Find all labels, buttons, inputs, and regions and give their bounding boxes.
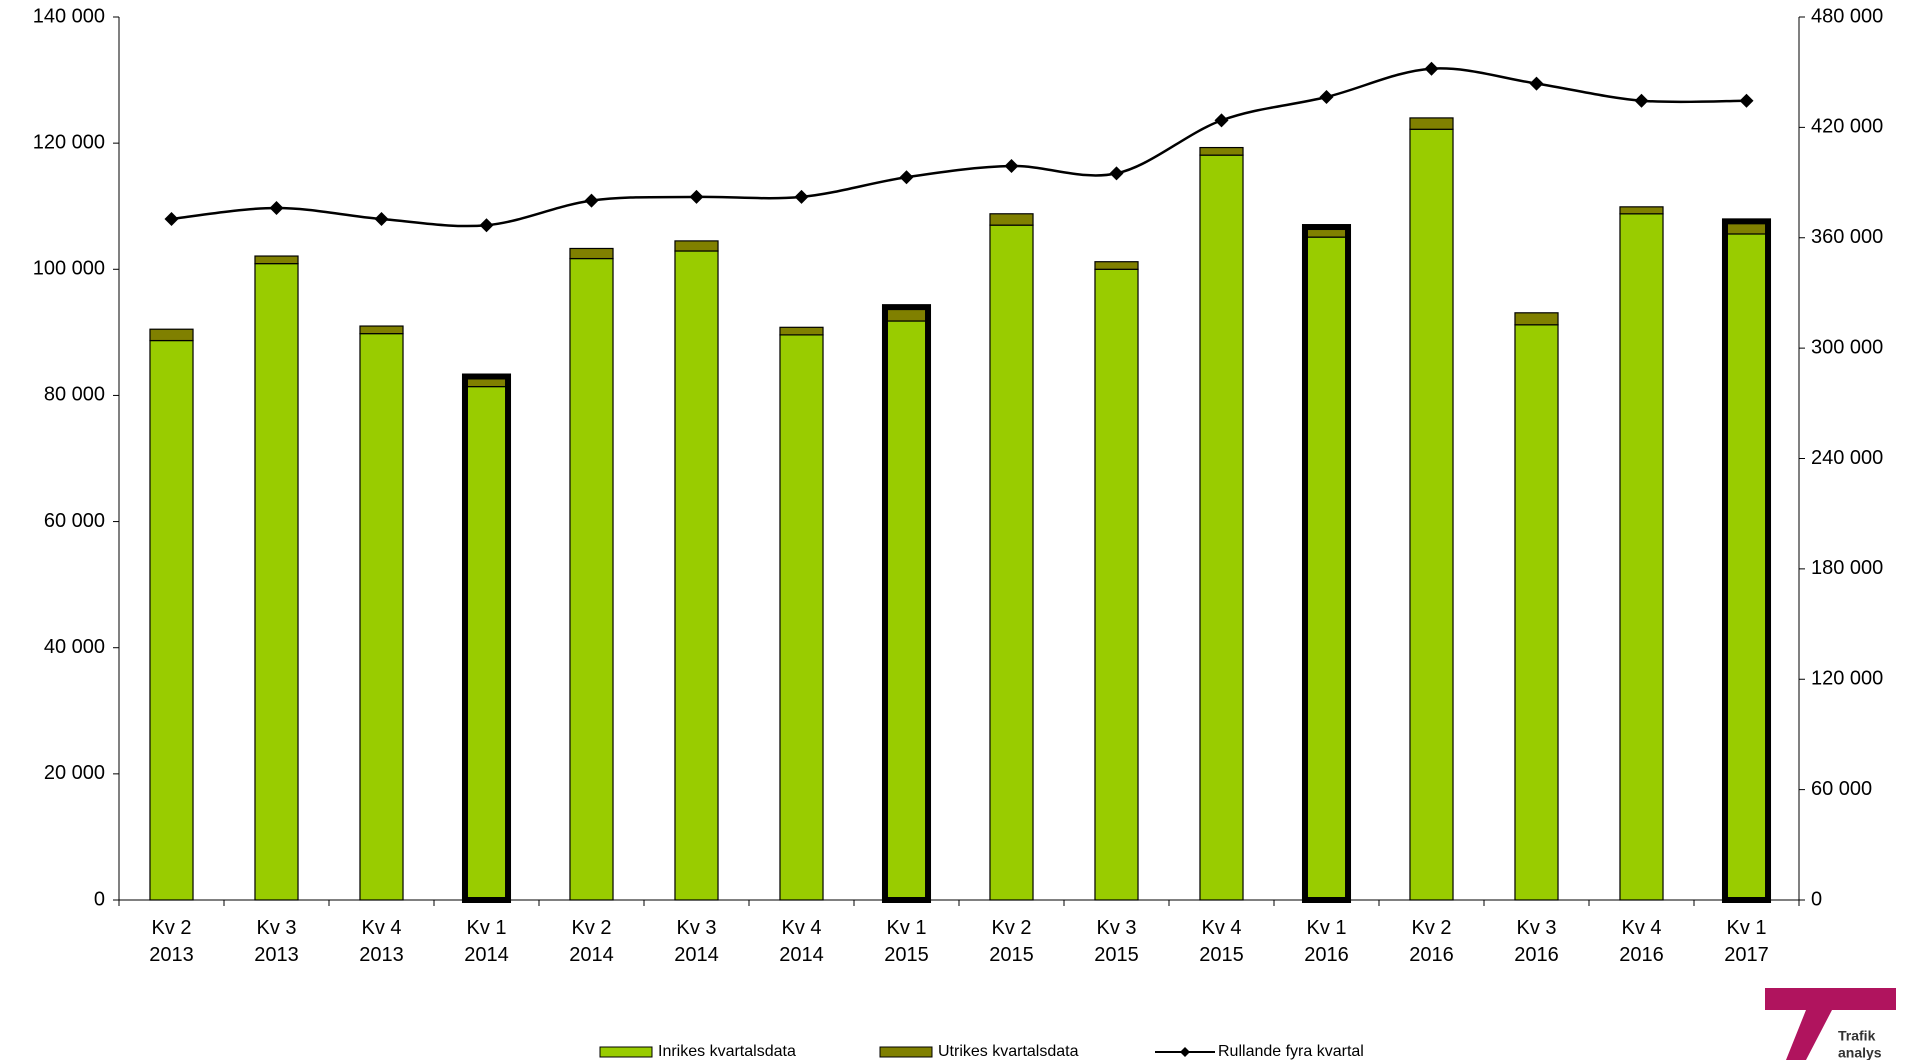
line-marker [164,211,179,226]
bar [359,325,404,335]
y2-tick-label: 0 [1811,888,1822,910]
bar [674,250,719,901]
x-tick-label: Kv 1 2015 [884,917,929,966]
y2-tick-label: 420 000 [1811,116,1883,138]
bar [989,213,1034,226]
logo-text: Trafik [1838,1028,1876,1044]
bar [674,240,719,252]
y2-tick-label: 300 000 [1811,336,1883,358]
x-tick-label: Kv 2 2015 [989,917,1034,966]
bar-highlight [461,373,512,903]
y2-tick-label: 180 000 [1811,557,1883,579]
x-tick-label: Kv 4 2015 [1199,917,1244,966]
x-tick-label: Kv 3 2015 [1094,917,1139,966]
bar [1199,146,1244,156]
line-marker [1214,113,1229,128]
bar [1094,268,1139,901]
legend-label: Rullande fyra kvartal [1218,1043,1364,1060]
y-tick-label: 0 [94,888,105,910]
line-marker [479,218,494,233]
bar [1619,213,1664,901]
line-marker [794,189,809,204]
legend-swatch [599,1046,653,1058]
bar-highlight [1301,224,1352,904]
bar [779,334,824,901]
line-marker [584,193,599,208]
line-marker [1424,61,1439,76]
x-tick-label: Kv 4 2014 [779,917,824,966]
bar [1094,261,1139,270]
bar [779,326,824,336]
legend-swatch [1180,1047,1190,1057]
x-tick-label: Kv 4 2013 [359,917,404,966]
logo-shape [1765,988,1896,1060]
bar [149,328,194,342]
legend-label: Utrikes kvartalsdata [938,1043,1079,1060]
y-tick-label: 100 000 [33,258,105,280]
bar [1619,206,1664,215]
x-tick-label: Kv 4 2016 [1619,917,1664,966]
bar [1409,117,1454,130]
bar-highlight [881,304,932,903]
x-tick-label: Kv 1 2014 [464,917,509,966]
bar [359,333,404,901]
line-marker [899,170,914,185]
line-marker [689,189,704,204]
bar [1304,236,1349,901]
y-tick-label: 80 000 [44,384,105,406]
line-marker [269,200,284,215]
legend-label: Inrikes kvartalsdata [658,1043,796,1060]
bar [254,255,299,265]
line-marker [1739,93,1754,108]
bar [149,339,194,901]
x-tick-label: Kv 2 2014 [569,917,614,966]
y-tick-label: 120 000 [33,131,105,153]
x-tick-label: Kv 3 2014 [674,917,719,966]
line-marker [1529,76,1544,91]
x-tick-label: Kv 3 2013 [254,917,299,966]
logo-text: analys [1838,1045,1882,1060]
y2-tick-label: 480 000 [1811,5,1883,27]
bar [569,247,614,260]
x-tick-label: Kv 1 2017 [1724,917,1769,966]
bar [1514,312,1559,326]
x-tick-label: Kv 1 2016 [1304,917,1349,966]
line-marker [1634,93,1649,108]
line-marker [1319,90,1334,105]
line [171,67,1747,228]
bar [884,320,929,901]
x-tick-label: Kv 2 2016 [1409,917,1454,966]
bar [1514,324,1559,901]
bar [1199,154,1244,901]
line-marker [374,211,389,226]
y2-tick-label: 120 000 [1811,668,1883,690]
bar [569,257,614,901]
y-tick-label: 140 000 [33,5,105,27]
y-tick-label: 40 000 [44,636,105,658]
bar [1724,233,1769,901]
y2-tick-label: 60 000 [1811,778,1872,800]
bar-highlight [1721,218,1772,903]
x-tick-label: Kv 2 2013 [149,917,194,966]
bar [1409,128,1454,901]
y-tick-label: 60 000 [44,510,105,532]
bar [254,263,299,901]
legend-swatch [879,1046,933,1058]
y2-tick-label: 360 000 [1811,226,1883,248]
y2-tick-label: 240 000 [1811,447,1883,469]
line-marker [1004,159,1019,174]
line-marker [1109,166,1124,181]
y-tick-label: 20 000 [44,762,105,784]
bar [989,224,1034,901]
bar [464,385,509,901]
x-tick-label: Kv 3 2016 [1514,917,1559,966]
